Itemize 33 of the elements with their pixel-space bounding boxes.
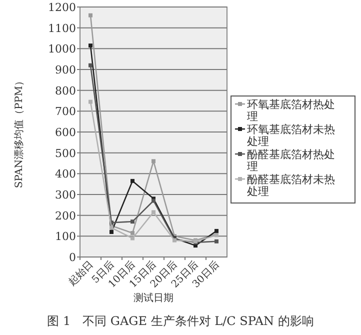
y-tick-label: 100 xyxy=(55,230,76,244)
y-axis-title: SPAN漂移均值（PPM） xyxy=(13,76,25,188)
legend-label: 酚醛基底箔材热处理 xyxy=(247,148,335,173)
point xyxy=(130,220,134,224)
y-tick-label: 300 xyxy=(55,188,76,202)
legend-label: 环氧基底箔材热处理 xyxy=(247,98,335,123)
point xyxy=(152,210,156,214)
y-tick-label: 0 xyxy=(69,251,76,264)
point xyxy=(110,230,114,234)
point xyxy=(214,239,218,244)
y-tick-label: 400 xyxy=(55,168,76,181)
y-tick-label: 1200 xyxy=(48,1,76,14)
y-tick-label: 600 xyxy=(55,126,76,139)
x-axis-title: 测试日期 xyxy=(134,292,174,304)
y-tick-label: 500 xyxy=(55,146,76,160)
point xyxy=(152,159,156,164)
y-tick-label: 1000 xyxy=(48,42,76,56)
y-tick-label: 1100 xyxy=(48,22,76,35)
y-tick-label: 900 xyxy=(55,64,76,76)
text: 图 1 不同 GAGE 生产条件对 L/C SPAN 的影响 xyxy=(47,314,314,328)
point xyxy=(130,231,134,236)
point xyxy=(88,100,92,104)
legend-label: 酚醛基底箔材未热处理 xyxy=(247,173,335,198)
y-tick-label: 700 xyxy=(55,105,76,118)
point xyxy=(88,63,92,68)
point xyxy=(214,228,218,233)
y-tick-label: 800 xyxy=(55,84,76,98)
point xyxy=(88,44,92,48)
point xyxy=(130,178,134,183)
point xyxy=(88,13,92,18)
legend-label: 环氧基底箔材未热处理 xyxy=(247,123,335,148)
point xyxy=(130,236,134,240)
y-tick-label: 200 xyxy=(55,209,76,222)
